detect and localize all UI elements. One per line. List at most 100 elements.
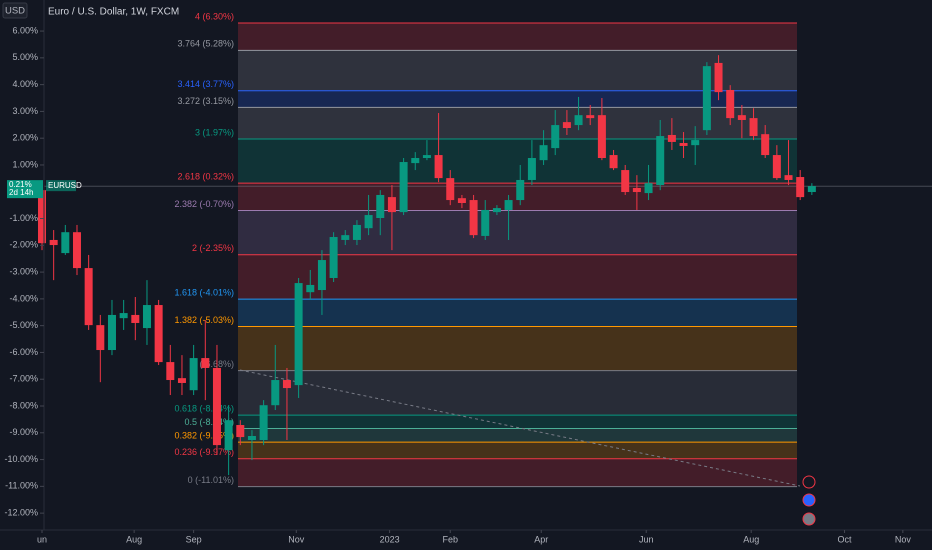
y-tick-label: 2.00% [12, 133, 38, 143]
fib-band [238, 428, 797, 443]
candle-body [364, 215, 373, 229]
x-tick-label: Sep [186, 534, 202, 544]
countdown-label: 2d 14h [9, 188, 33, 197]
candle-body [504, 200, 513, 210]
fib-level-label: 1 (-6.68%) [192, 359, 234, 369]
currency-box[interactable] [2, 2, 28, 19]
candle-body [387, 197, 396, 213]
candle-body [341, 235, 350, 240]
fib-band [238, 50, 797, 91]
y-tick-label: 6.00% [12, 25, 38, 35]
candle-body [761, 134, 770, 156]
candle-body [189, 358, 198, 391]
fib-band [238, 138, 797, 184]
currency: USD [5, 6, 25, 17]
candle-body [516, 179, 525, 201]
candle-body [236, 425, 245, 438]
candle-body [679, 143, 688, 146]
y-tick-label: -10.00% [4, 454, 38, 464]
y-tick-label: -5.00% [9, 320, 38, 330]
y-tick-label: -3.00% [9, 266, 38, 276]
fib-level-label: 0.5 (-8.84%) [184, 417, 234, 427]
fib-level-label: 3.414 (3.77%) [177, 79, 234, 89]
symbol-box [46, 180, 76, 192]
candle-body [784, 175, 793, 180]
candle-body [224, 420, 233, 451]
fib-band [238, 299, 797, 327]
fib-level-label: 0.382 (-9.35%) [174, 431, 234, 441]
candle-body [481, 209, 490, 236]
fib-level-label: 2.618 (0.32%) [177, 172, 234, 182]
candle-body [306, 284, 315, 293]
candle-body [551, 125, 560, 149]
fib-level-label: 1.382 (-5.03%) [174, 315, 234, 325]
candle-body [107, 314, 116, 351]
candle-body [457, 198, 466, 204]
candle-body [691, 140, 700, 146]
event-icon[interactable] [802, 493, 816, 507]
candle-body [446, 178, 455, 201]
candle-body [539, 145, 548, 161]
candle-body [142, 305, 151, 329]
candle-body [562, 122, 571, 129]
x-tick-label: Aug [126, 534, 142, 544]
trend-line [239, 369, 801, 487]
x-tick-label: Apr [534, 534, 548, 544]
x-tick-label: Jun [639, 534, 654, 544]
candle-body [201, 358, 210, 368]
fib-level-label: 4 (6.30%) [195, 11, 234, 21]
fib-level-label: 3 (1.97%) [195, 127, 234, 137]
candle-body [597, 115, 606, 159]
candle-body [737, 115, 746, 120]
symbol-label: EURUSD [48, 181, 82, 190]
candle-body [282, 380, 291, 389]
y-tick-label: 1.00% [12, 159, 38, 169]
candle-body [772, 155, 781, 179]
candle-body [131, 314, 140, 323]
fib-band [238, 326, 797, 371]
y-tick-label: -1.00% [9, 213, 38, 223]
candle-body [702, 66, 711, 131]
fib-level-label: 0.618 (-8.34%) [174, 403, 234, 413]
fib-level-label: 0.236 (-9.97%) [174, 447, 234, 457]
candle-body [644, 183, 653, 194]
fib-band [238, 23, 797, 51]
fib-band [238, 442, 797, 459]
fib-band [238, 458, 797, 487]
event-icon[interactable] [802, 475, 816, 489]
y-tick-label: -12.00% [4, 508, 38, 518]
candle-body [317, 260, 326, 291]
candle-body [527, 158, 536, 180]
candle-body [72, 232, 81, 269]
candle-body [212, 367, 221, 446]
candle-body [271, 380, 280, 406]
candle-body [632, 188, 641, 193]
y-tick-label: 3.00% [12, 106, 38, 116]
candle-body [61, 232, 70, 254]
event-icon[interactable] [802, 512, 816, 526]
candle-body [411, 158, 420, 164]
fib-band [238, 370, 797, 416]
x-tick-label: un [37, 534, 47, 544]
fib-level-label: 2.382 (-0.70%) [174, 199, 234, 209]
candle-body [119, 313, 128, 319]
candle-body [621, 170, 630, 193]
chart-title: Euro / U.S. Dollar, 1W, FXCM [48, 7, 179, 18]
candle-body [166, 362, 175, 381]
candle-body [574, 115, 583, 126]
y-tick-label: 4.00% [12, 79, 38, 89]
fib-band [238, 90, 797, 108]
y-tick-label: 5.00% [12, 52, 38, 62]
candle-body [434, 155, 443, 179]
candle-body [399, 162, 408, 213]
fib-level-label: 2 (-2.35%) [192, 243, 234, 253]
candle-body [177, 378, 186, 383]
candle-body [796, 177, 805, 198]
candle-body [49, 239, 58, 246]
y-tick-label: -7.00% [9, 374, 38, 384]
candle-body [469, 200, 478, 236]
candle-body [807, 186, 816, 193]
y-tick-label: -9.00% [9, 427, 38, 437]
candle-body [96, 325, 105, 351]
